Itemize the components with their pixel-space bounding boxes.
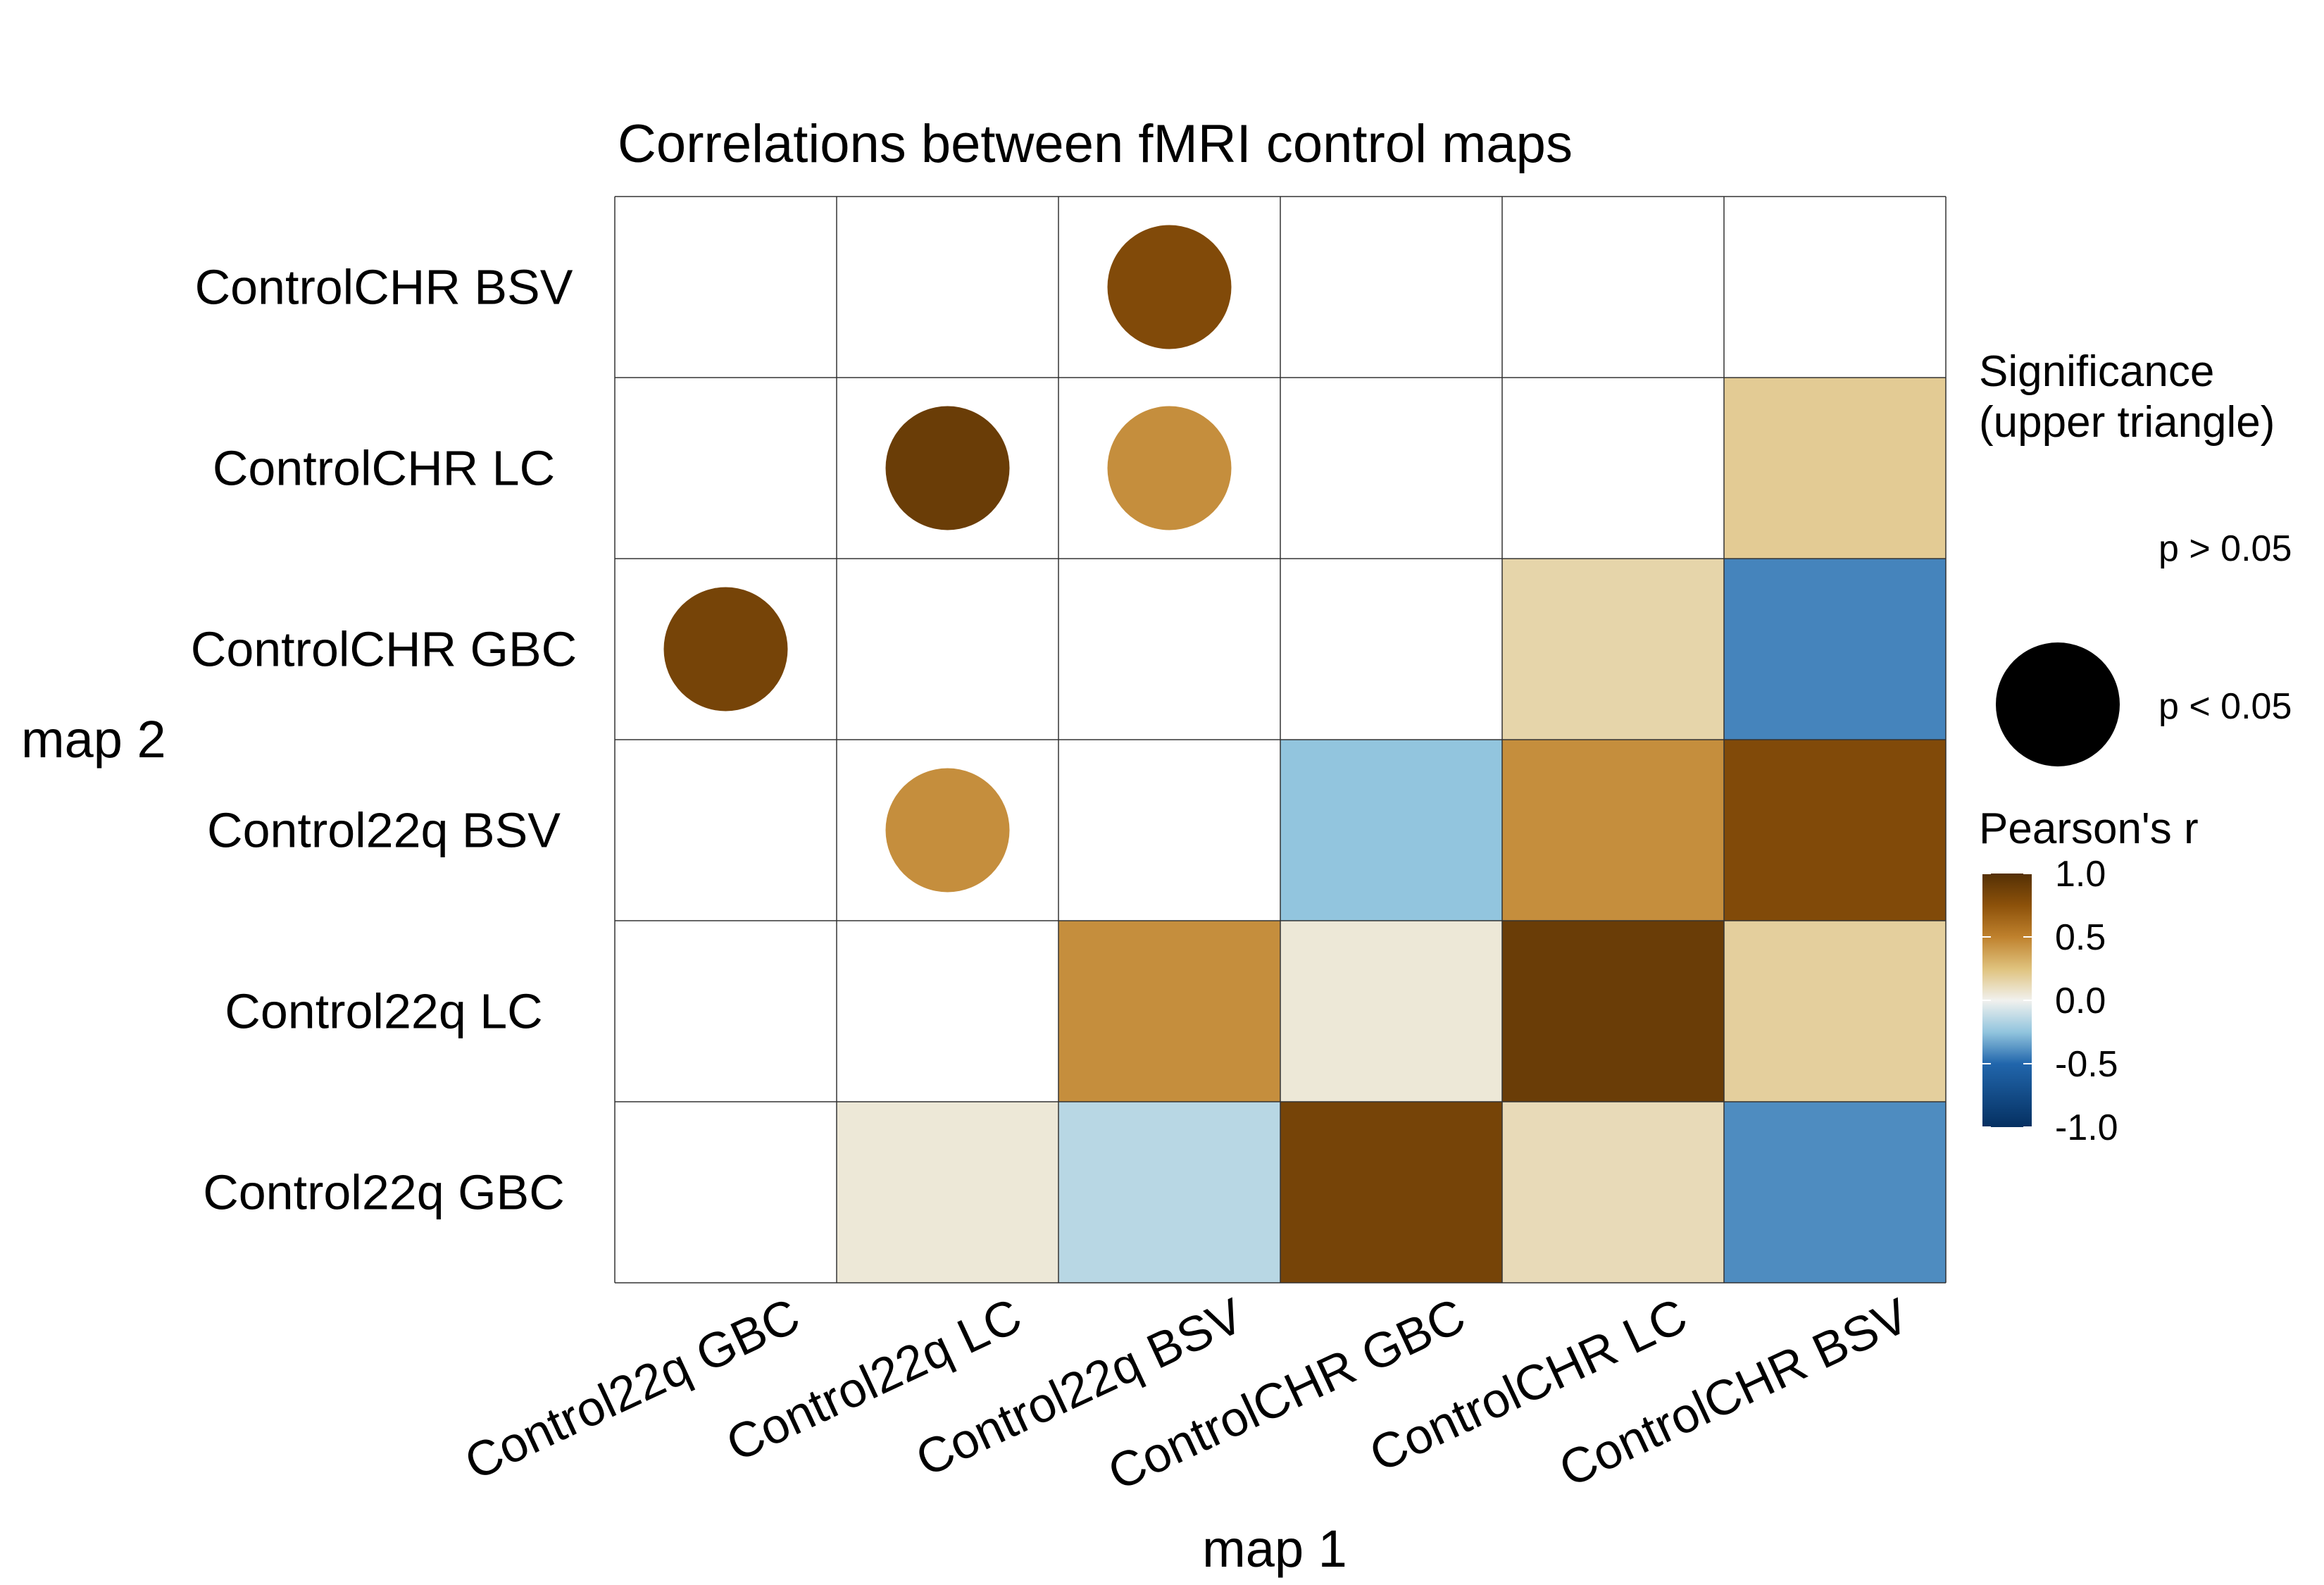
heatmap-cell <box>1058 921 1280 1102</box>
chart-title: Correlations between fMRI control maps <box>618 114 1573 174</box>
heatmap-cell <box>1280 921 1502 1102</box>
heatmap-cell <box>1724 559 1946 740</box>
heatmap-cell <box>1724 1102 1946 1283</box>
y-tick-label: ControlCHR BSV <box>195 260 573 315</box>
x-axis-title: map 1 <box>1202 1519 1347 1578</box>
heatmap-cell <box>1058 1102 1280 1283</box>
heatmap-cell <box>1502 1102 1724 1283</box>
colorbar-tick-label: 0.5 <box>2055 917 2106 958</box>
significance-point <box>885 406 1010 530</box>
colorbar-ticks: 1.0 0.5 0.0 -0.5 -1.0 <box>1982 854 2118 1148</box>
x-tick-label: ControlCHR GBC <box>1100 1288 1473 1500</box>
colorbar-tick-label: -0.5 <box>2055 1044 2118 1085</box>
y-tick-label: Control22q GBC <box>203 1165 565 1220</box>
significance-point <box>663 587 788 711</box>
heatmap-cell <box>1502 921 1724 1102</box>
y-tick-label: Control22q LC <box>225 984 542 1039</box>
y-tick-label: ControlCHR LC <box>213 441 555 496</box>
heatmap-cells <box>837 378 1946 1283</box>
colorbar-tick-label: 1.0 <box>2055 854 2106 895</box>
heatmap-cell <box>1280 1102 1502 1283</box>
significance-legend-title-line2: (upper triangle) <box>1979 398 2275 447</box>
heatmap-cell <box>837 1102 1058 1283</box>
colorbar-tick-label: -1.0 <box>2055 1107 2118 1148</box>
heatmap-cell <box>1724 378 1946 559</box>
heatmap-cell <box>1502 559 1724 740</box>
heatmap-cell <box>1724 740 1946 921</box>
heatmap-cell <box>1724 921 1946 1102</box>
significance-point <box>1107 406 1232 530</box>
significance-point <box>885 768 1010 893</box>
heatmap-grid <box>614 196 1947 1283</box>
significance-legend-label-ns: p > 0.05 <box>2159 528 2292 569</box>
significance-legend-circle <box>1996 642 2120 766</box>
significance-legend-label-sig: p < 0.05 <box>2159 686 2292 727</box>
y-tick-label: ControlCHR GBC <box>191 622 577 677</box>
y-tick-label: Control22q BSV <box>207 803 561 858</box>
y-tick-labels: Control22q GBC Control22q LC Control22q BS… <box>191 260 577 1220</box>
significance-point <box>1107 225 1232 349</box>
colorbar-tick-label: 0.0 <box>2055 981 2106 1021</box>
significance-legend-title-line1: Significance <box>1979 347 2214 396</box>
y-axis-title: map 2 <box>21 710 166 769</box>
heatmap-cell <box>1280 740 1502 921</box>
heatmap-cell <box>1502 740 1724 921</box>
significance-legend: Significance (upper triangle) p > 0.05 p… <box>1979 347 2292 766</box>
significance-points <box>663 225 1232 893</box>
color-legend: Pearson's r 1.0 0.5 0.0 -0.5 -1.0 <box>1979 804 2199 1148</box>
color-legend-title: Pearson's r <box>1979 804 2199 853</box>
